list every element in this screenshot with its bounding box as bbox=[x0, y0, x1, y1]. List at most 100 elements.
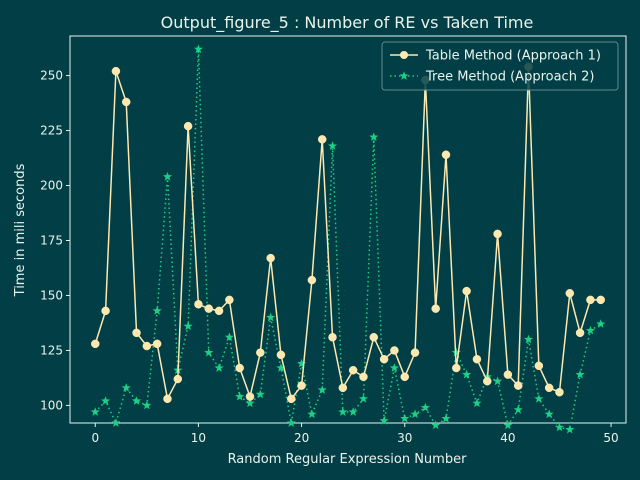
legend-label-1: Table Method (Approach 1) bbox=[425, 49, 601, 64]
series-2-point bbox=[214, 363, 224, 372]
series-2-point bbox=[565, 424, 575, 434]
series-1-point bbox=[483, 376, 492, 386]
series-line-2 bbox=[94, 48, 602, 431]
x-tick-label: 0 bbox=[91, 431, 99, 445]
legend-box bbox=[381, 41, 619, 91]
series-2-point bbox=[358, 394, 369, 403]
x-axis-label: Random Regular Expression Number bbox=[228, 452, 468, 467]
series-2-point bbox=[554, 422, 565, 432]
series-1-point bbox=[194, 300, 203, 309]
series-2-point bbox=[596, 319, 606, 328]
series-2-point bbox=[224, 332, 234, 342]
series-2-point bbox=[204, 347, 214, 357]
series-1-point bbox=[142, 341, 152, 351]
series-2-point bbox=[266, 312, 276, 322]
y-tick-label: 200 bbox=[40, 179, 63, 193]
series-2-point bbox=[121, 383, 131, 392]
series-1-point bbox=[338, 383, 348, 393]
series-2-point bbox=[338, 407, 348, 416]
series-2-point bbox=[379, 416, 389, 425]
series-1-point bbox=[287, 394, 296, 404]
series-1-point bbox=[256, 348, 265, 357]
series-2-point bbox=[183, 321, 193, 331]
series-1-point bbox=[513, 381, 523, 390]
series-1-point bbox=[132, 328, 141, 338]
series-1-point bbox=[359, 372, 368, 382]
series-1-point bbox=[555, 387, 564, 397]
series-2-point bbox=[575, 369, 585, 379]
series-1-point bbox=[307, 275, 317, 285]
legend-label-2: Tree Method (Approach 2) bbox=[425, 70, 594, 85]
series-1-point bbox=[111, 66, 121, 76]
series-1-point bbox=[173, 374, 183, 384]
series-1-point bbox=[152, 339, 162, 349]
series-2-point bbox=[90, 407, 100, 416]
series-2-point bbox=[544, 409, 554, 419]
series-2-point bbox=[255, 389, 265, 399]
series-2-point bbox=[493, 376, 503, 386]
series-2-point bbox=[307, 409, 317, 419]
series-2-point bbox=[441, 413, 451, 423]
series-1-point bbox=[441, 150, 451, 159]
series-2-point bbox=[585, 325, 595, 335]
series-1-point bbox=[204, 304, 213, 313]
series-1-point bbox=[431, 304, 440, 313]
series-2-point bbox=[513, 405, 523, 414]
series-1-point bbox=[235, 363, 244, 373]
series-2-point bbox=[348, 407, 358, 416]
series-2-point bbox=[327, 141, 338, 150]
series-2-point bbox=[534, 394, 544, 403]
series-2-point bbox=[245, 398, 255, 408]
series-1-point bbox=[297, 381, 306, 390]
series-2-point bbox=[152, 306, 162, 315]
x-tick-label: 10 bbox=[191, 431, 206, 445]
series-2-point bbox=[297, 358, 307, 368]
series-2-point bbox=[193, 44, 203, 54]
series-2-point bbox=[523, 334, 534, 344]
series-1-point bbox=[400, 372, 409, 382]
series-1-point bbox=[596, 295, 605, 305]
series-1-point bbox=[121, 97, 131, 107]
series-1-point bbox=[276, 350, 286, 360]
series-2-point bbox=[420, 402, 430, 412]
series-1-point bbox=[245, 392, 255, 401]
y-tick-label: 100 bbox=[40, 398, 63, 412]
series-1-point bbox=[91, 339, 100, 349]
x-tick-label: 30 bbox=[397, 431, 412, 445]
series-2-point bbox=[462, 369, 472, 379]
series-2-point bbox=[410, 409, 420, 419]
y-tick-label: 125 bbox=[40, 343, 63, 357]
series-1-point bbox=[183, 121, 193, 131]
series-1-point bbox=[390, 346, 399, 355]
series-2-point bbox=[400, 413, 410, 423]
series-2-point bbox=[317, 385, 327, 394]
series-1-point bbox=[317, 135, 327, 144]
x-tick-label: 50 bbox=[603, 431, 618, 445]
series-2-point bbox=[286, 418, 296, 427]
legend-marker-1 bbox=[400, 51, 408, 59]
series-2-point bbox=[451, 347, 461, 357]
legend-marker-2 bbox=[399, 71, 409, 80]
y-tick-label: 150 bbox=[40, 288, 63, 302]
series-1-point bbox=[575, 328, 585, 338]
series-2-point bbox=[472, 398, 482, 408]
series-1-point bbox=[462, 286, 471, 296]
series-1-point bbox=[410, 348, 420, 357]
chart-title: Output_figure_5 : Number of RE vs Taken … bbox=[161, 13, 534, 33]
series-1-point bbox=[493, 229, 502, 239]
series-2-point bbox=[142, 400, 152, 410]
series-1-point bbox=[544, 383, 554, 393]
y-tick-label: 225 bbox=[40, 124, 63, 138]
series-1-point bbox=[101, 306, 110, 316]
series-1-point bbox=[379, 354, 389, 364]
series-1-point bbox=[472, 354, 482, 364]
series-2-point bbox=[235, 391, 245, 401]
series-1-point bbox=[163, 394, 172, 404]
series-1-point bbox=[503, 370, 513, 379]
series-2-point bbox=[162, 171, 173, 181]
series-1-point bbox=[565, 289, 575, 298]
series-1-point bbox=[452, 363, 461, 373]
series-1-point bbox=[214, 306, 224, 316]
series-2-point bbox=[111, 418, 121, 427]
